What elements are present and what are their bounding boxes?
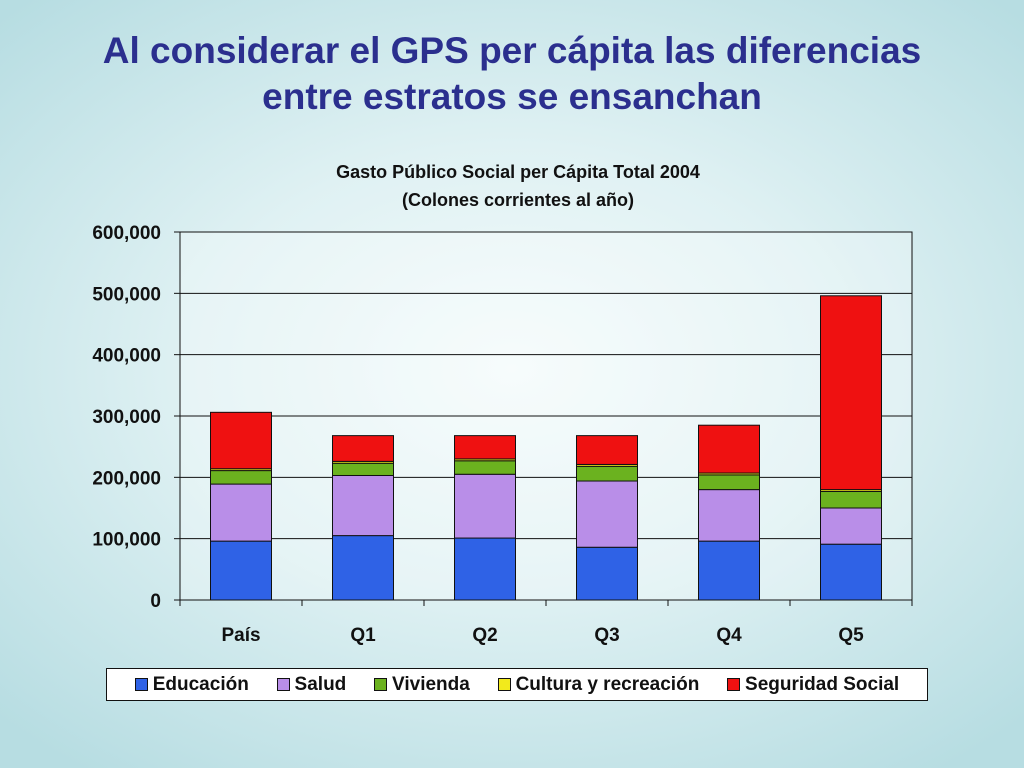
- legend-label: Educación: [152, 673, 249, 695]
- legend-swatch: [497, 678, 511, 691]
- bar-segment: [454, 435, 516, 460]
- y-tick-label: 600,000: [92, 223, 161, 244]
- bar-segment: [210, 483, 272, 542]
- bar-segment: [576, 480, 638, 548]
- bar-segment: [332, 462, 394, 476]
- chart-subtitle: (Colones corrientes al año): [401, 190, 635, 210]
- bar-segment: [454, 473, 516, 539]
- slide-title-line-2: entre estratos se ensanchan: [262, 76, 762, 117]
- bar-segment: [332, 435, 394, 462]
- legend-label: Seguridad Social: [745, 673, 900, 695]
- bar-segment: [210, 540, 272, 601]
- bar-segment: [576, 546, 638, 601]
- slide-title-line-1: Al considerar el GPS per cápita las dife…: [102, 30, 922, 71]
- bar-segment: [332, 474, 394, 537]
- x-tick-label: Q1: [350, 625, 376, 646]
- chart-title: Gasto Público Social per Cápita Total 20…: [0, 158, 1024, 214]
- bar-segment: [576, 435, 638, 465]
- bar-segment: [820, 295, 882, 491]
- bar-segment: [454, 537, 516, 601]
- legend-swatch: [276, 678, 290, 691]
- bar-segment: [698, 540, 760, 601]
- bar-segment: [698, 424, 760, 474]
- bar-segment: [820, 507, 882, 545]
- chart-title-main: Gasto Público Social per Cápita Total 20…: [336, 162, 700, 182]
- slide-title: Al considerar el GPS per cápita las dife…: [0, 28, 1024, 120]
- legend-swatch: [134, 678, 148, 691]
- x-tick-label: Q4: [716, 625, 742, 646]
- legend-item: Salud: [276, 673, 347, 696]
- y-tick-label: 200,000: [92, 468, 161, 489]
- legend-swatch: [374, 678, 388, 691]
- bar-segment: [210, 470, 272, 485]
- x-tick-label: País: [221, 625, 260, 646]
- bar-segment: [698, 474, 760, 491]
- bar-segment: [454, 460, 516, 475]
- legend-swatch: [727, 678, 741, 691]
- bar-segment: [576, 465, 638, 482]
- legend-label: Vivienda: [392, 673, 470, 695]
- bar-segment: [210, 411, 272, 470]
- bar-segment: [820, 490, 882, 509]
- bar-segment: [820, 543, 882, 601]
- legend-item: Vivienda: [374, 674, 470, 696]
- y-tick-label: 400,000: [92, 346, 161, 367]
- legend-item: Cultura y recreación: [497, 673, 700, 696]
- legend-label: Cultura y recreación: [515, 673, 700, 695]
- y-tick-label: 500,000: [92, 284, 161, 305]
- y-tick-label: 100,000: [92, 530, 161, 551]
- x-tick-label: Q5: [838, 625, 864, 646]
- legend-label: Salud: [294, 673, 347, 695]
- x-tick-label: Q2: [472, 625, 497, 646]
- legend-item: Seguridad Social: [727, 674, 899, 696]
- y-tick-label: 0: [150, 591, 161, 612]
- chart-legend: Educación Salud Vivienda Cultura y recreaci…: [106, 668, 928, 701]
- y-tick-label: 300,000: [92, 407, 161, 428]
- x-tick-label: Q3: [594, 625, 619, 646]
- bar-segment: [698, 489, 760, 542]
- legend-item: Educación: [134, 673, 249, 696]
- bar-segment: [332, 535, 394, 601]
